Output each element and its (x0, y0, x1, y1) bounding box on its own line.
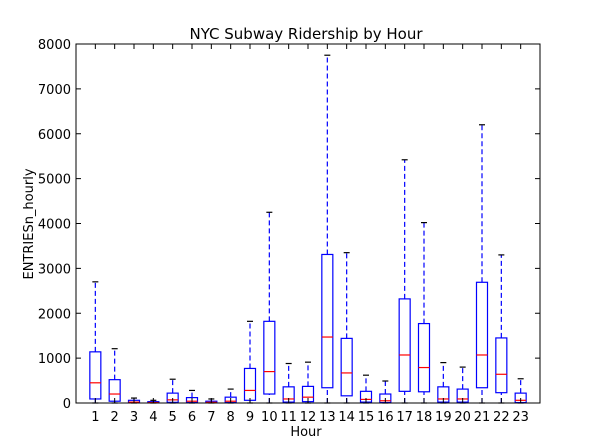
iqr-box (417, 322, 431, 393)
box-hour-19 (437, 362, 450, 404)
x-tick-label: 16 (377, 410, 394, 425)
box-hour-18 (417, 222, 431, 404)
x-tick-label: 20 (454, 410, 471, 425)
x-tick-label: 7 (207, 410, 215, 425)
x-tick-label: 3 (130, 410, 138, 425)
x-tick-label: 10 (261, 410, 278, 425)
y-tick-label: 4000 (38, 218, 71, 233)
box-hour-20 (456, 366, 469, 404)
iqr-box (495, 337, 508, 394)
iqr-box (475, 281, 489, 389)
x-tick-label: 9 (246, 410, 254, 425)
x-tick-label: 14 (338, 410, 355, 425)
box-hour-22 (495, 254, 508, 404)
box-hour-1 (89, 281, 102, 404)
iqr-box (108, 379, 121, 402)
box-hour-14 (340, 252, 353, 404)
x-tick-label: 13 (319, 410, 336, 425)
box-hour-2 (108, 348, 121, 404)
box-hour-11 (282, 362, 295, 404)
x-tick-label: 15 (358, 410, 375, 425)
x-tick-label: 4 (149, 410, 157, 425)
x-axis-title: Hour (290, 425, 322, 440)
iqr-box (89, 351, 102, 400)
box-hour-21 (475, 124, 489, 404)
x-tick-label: 6 (188, 410, 196, 425)
box-hour-12 (301, 361, 315, 404)
y-tick-label: 1000 (38, 352, 71, 367)
y-axis-title: ENTRIESn_hourly (22, 168, 37, 279)
y-tick-label: 5000 (38, 173, 71, 188)
x-tick-label: 23 (512, 410, 529, 425)
y-tick-label: 8000 (38, 38, 71, 53)
iqr-box (321, 253, 334, 389)
y-tick-label: 6000 (38, 128, 71, 143)
y-tick-label: 2000 (38, 307, 71, 322)
iqr-box (243, 367, 257, 401)
x-tick-label: 18 (416, 410, 433, 425)
x-tick-label: 21 (474, 410, 491, 425)
x-tick-label: 2 (111, 410, 119, 425)
plot-frame (75, 43, 541, 404)
box-hour-17 (398, 159, 411, 404)
x-tick-label: 1 (91, 410, 99, 425)
x-tick-label: 12 (300, 410, 317, 425)
x-tick-label: 5 (169, 410, 177, 425)
boxes-layer (89, 54, 527, 404)
x-tick-label: 19 (435, 410, 452, 425)
iqr-box (340, 337, 353, 397)
box-hour-10 (263, 211, 276, 404)
x-tick-label: 8 (227, 410, 235, 425)
box-hour-9 (243, 320, 257, 404)
y-tick-label: 0 (63, 397, 71, 412)
x-tick-label: 22 (493, 410, 510, 425)
x-tick-label: 17 (396, 410, 413, 425)
y-tick-label: 3000 (38, 262, 71, 277)
iqr-box (398, 298, 411, 392)
box-hour-13 (321, 54, 334, 404)
iqr-box (263, 320, 276, 395)
chart-title: NYC Subway Ridership by Hour (189, 25, 423, 43)
x-tick-label: 11 (280, 410, 297, 425)
y-tick-label: 7000 (38, 83, 71, 98)
